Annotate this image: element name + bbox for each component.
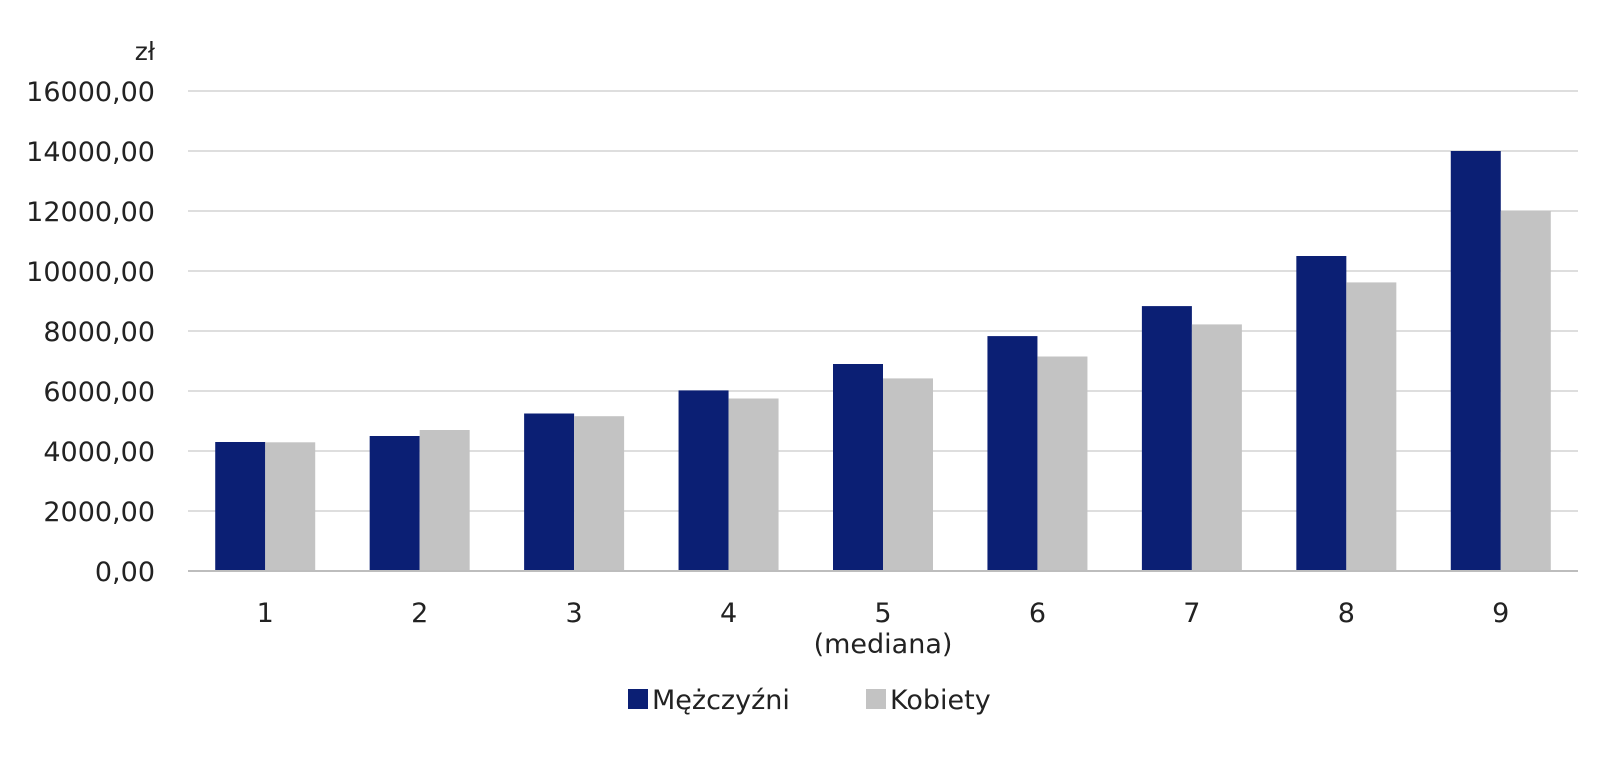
bar-men-5 xyxy=(833,364,883,571)
bar-men-7 xyxy=(1141,306,1192,571)
bar-women-7 xyxy=(1191,324,1242,571)
x-tick-label: 8 xyxy=(1338,598,1355,629)
x-tick-sublabel: (mediana) xyxy=(814,629,953,660)
y-tick-label: 16000,00 xyxy=(26,77,155,108)
bar-men-1 xyxy=(215,442,266,571)
x-tick-label: 6 xyxy=(1029,598,1046,629)
legend-label-women: Kobiety xyxy=(890,685,991,716)
x-tick-label: 7 xyxy=(1183,598,1200,629)
x-tick-label: 5 xyxy=(874,598,891,629)
legend-swatch-men xyxy=(628,689,648,709)
x-tick-label: 4 xyxy=(720,598,737,629)
y-tick-label: 8000,00 xyxy=(43,317,155,348)
y-tick-label: 2000,00 xyxy=(43,497,155,528)
x-tick-label: 3 xyxy=(566,598,583,629)
bar-women-8 xyxy=(1346,282,1397,571)
bars xyxy=(215,151,1551,571)
y-tick-label: 0,00 xyxy=(95,557,155,588)
legend-swatch-women xyxy=(866,689,886,709)
y-axis-unit-label: zł xyxy=(135,37,156,66)
bar-men-3 xyxy=(524,413,575,571)
bar-women-2 xyxy=(419,430,470,571)
legend-label-men: Mężczyźni xyxy=(652,685,790,716)
axes: zł 0,00 2000,00 4000,00 6000,00 8000,00 10000,… xyxy=(26,37,1578,660)
y-tick-label: 10000,00 xyxy=(26,257,155,288)
y-tick-label: 12000,00 xyxy=(26,197,155,228)
bar-women-6 xyxy=(1037,356,1088,571)
y-tick-label: 14000,00 xyxy=(26,137,155,168)
bar-men-6 xyxy=(987,336,1038,571)
bar-men-2 xyxy=(369,436,420,571)
bar-women-9 xyxy=(1500,211,1551,571)
bar-women-3 xyxy=(574,416,625,571)
y-tick-label: 4000,00 xyxy=(43,437,155,468)
legend: Mężczyźni Kobiety xyxy=(628,685,991,716)
x-tick-label: 1 xyxy=(257,598,274,629)
bar-men-8 xyxy=(1296,256,1347,571)
y-tick-label: 6000,00 xyxy=(43,377,155,408)
bar-men-4 xyxy=(678,390,729,571)
bar-women-5 xyxy=(883,378,933,571)
x-tick-label: 2 xyxy=(411,598,428,629)
bar-men-9 xyxy=(1450,151,1501,571)
bar-women-1 xyxy=(265,442,316,571)
bar-women-4 xyxy=(728,398,779,571)
x-tick-label: 9 xyxy=(1492,598,1509,629)
